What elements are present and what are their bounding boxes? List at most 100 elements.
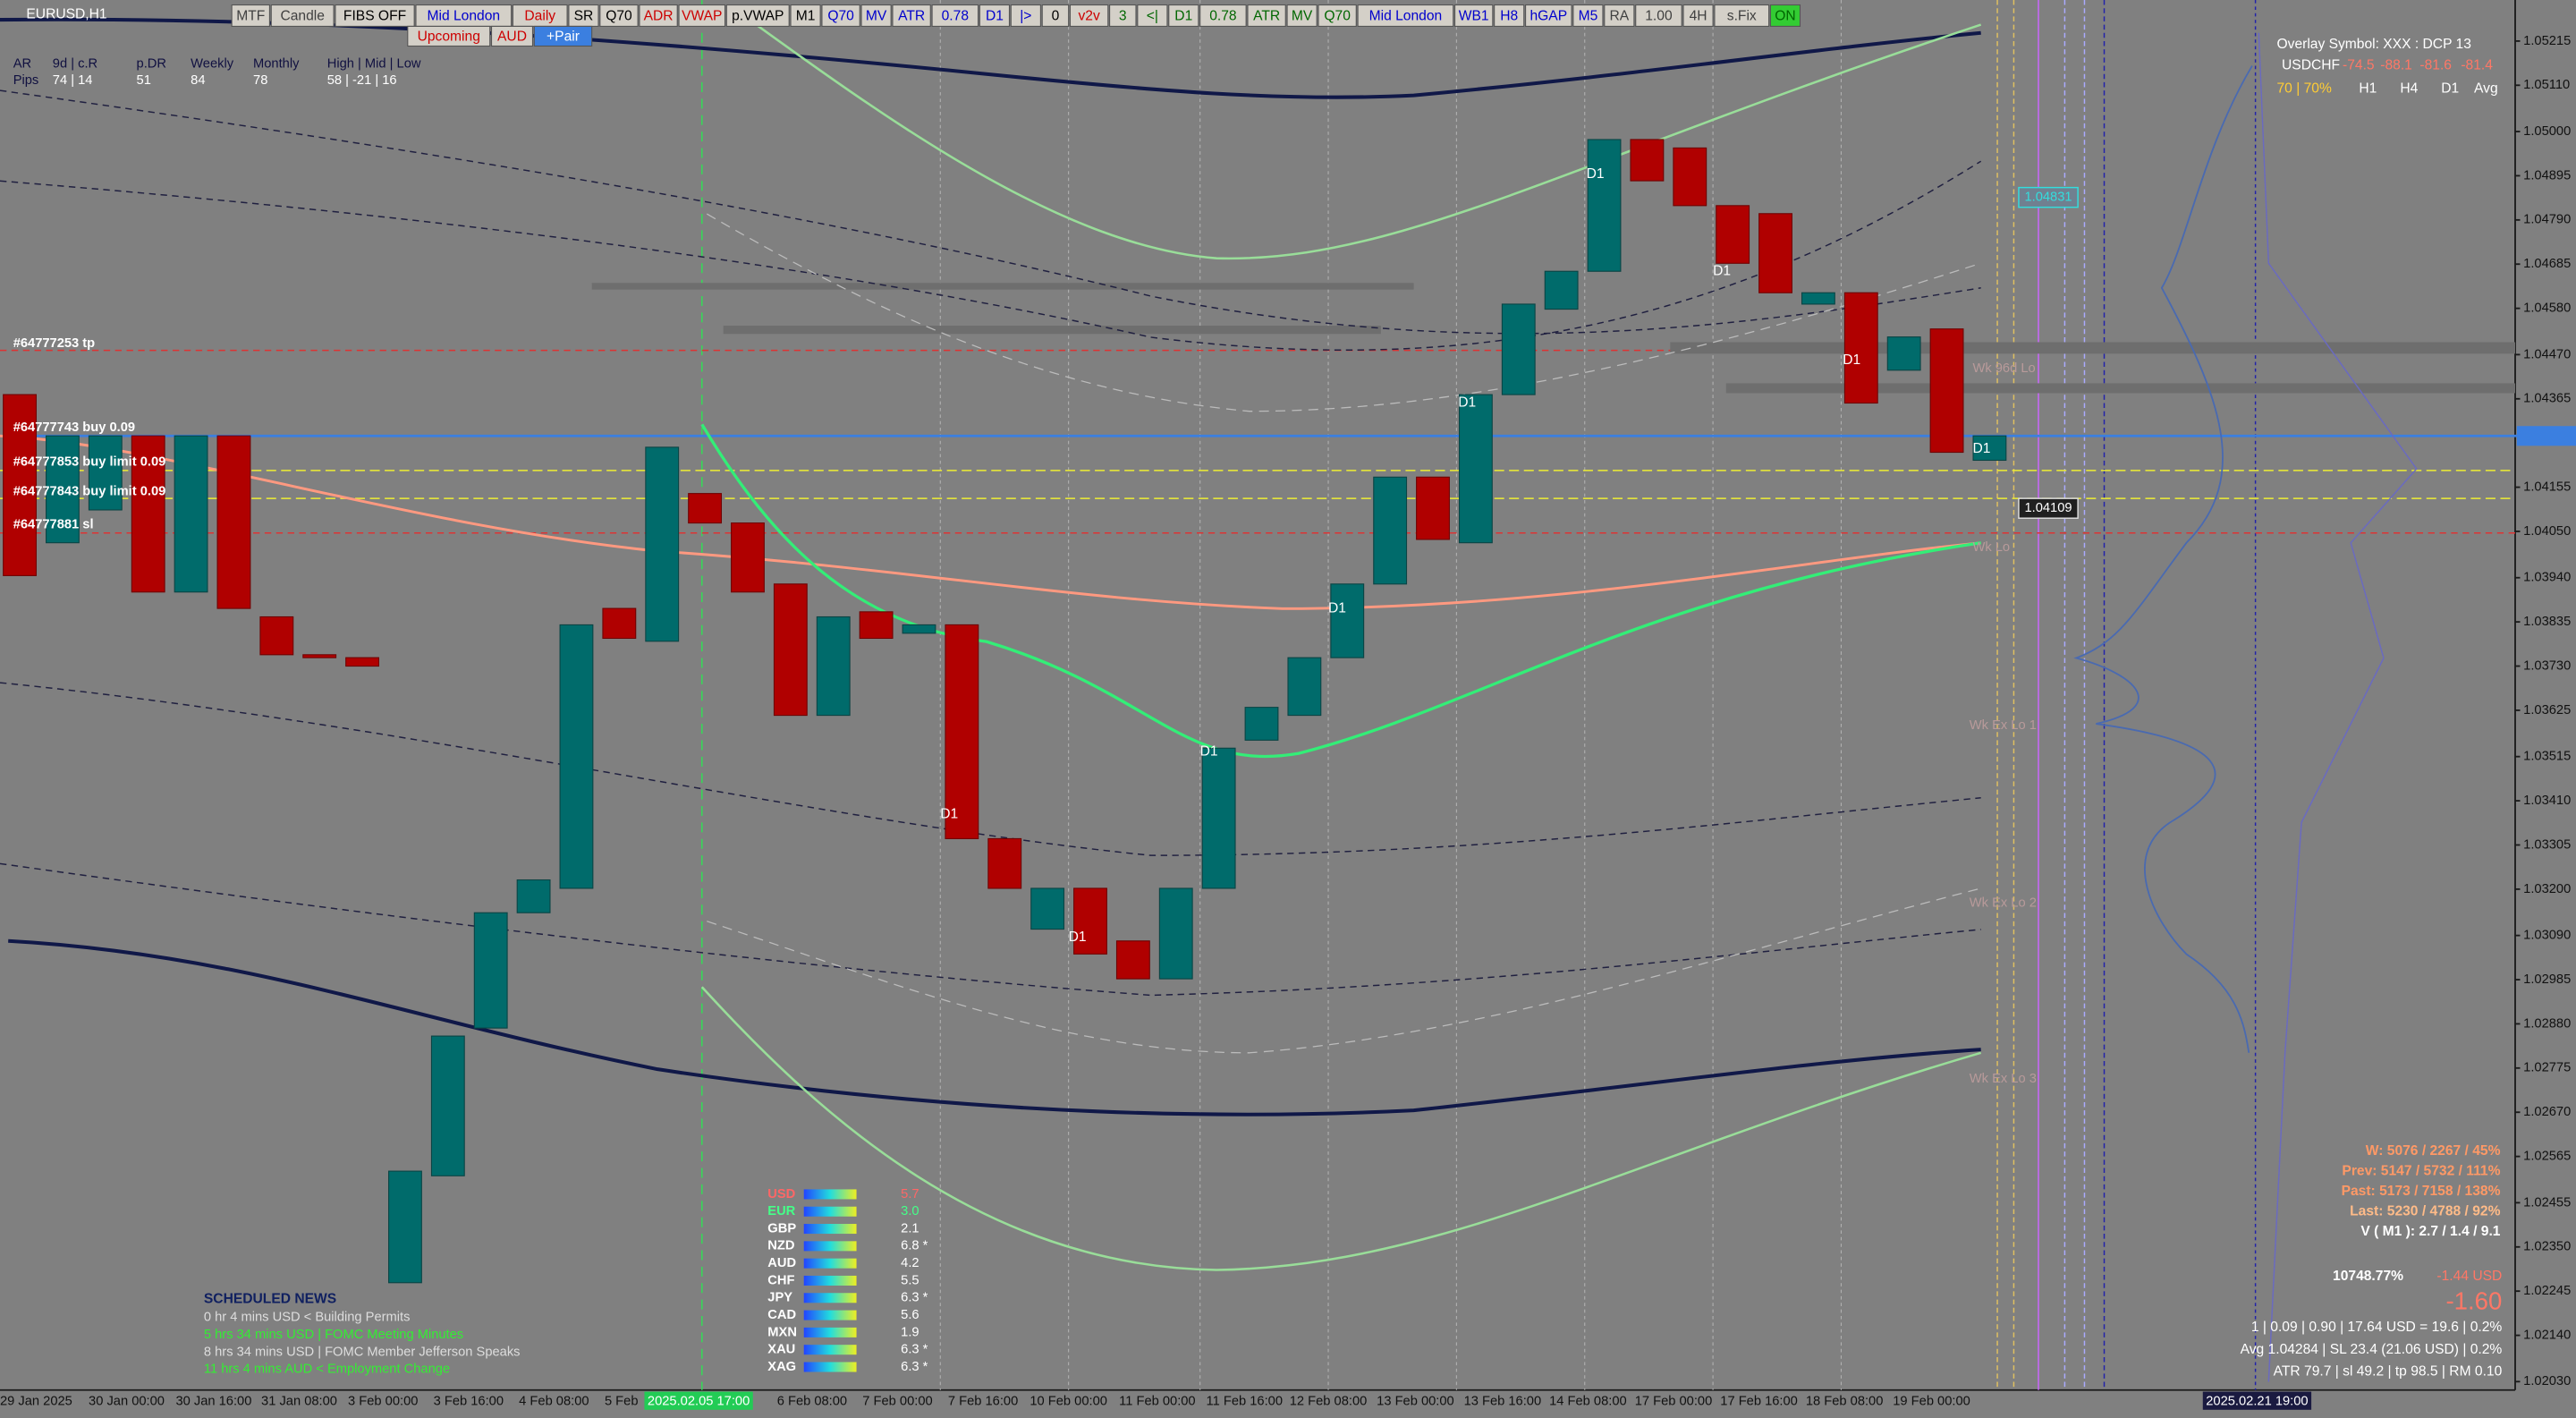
- toolbar-button[interactable]: [1635, 4, 1682, 27]
- toolbar-button[interactable]: [1682, 4, 1714, 27]
- toolbar-button[interactable]: [821, 4, 860, 27]
- toolbar-button-label[interactable]: Q70: [827, 9, 854, 24]
- toolbar-button[interactable]: [490, 25, 534, 47]
- toolbar-button[interactable]: [599, 4, 639, 27]
- toolbar-button-label[interactable]: 0: [1052, 9, 1060, 24]
- toolbar-button-label[interactable]: hGAP: [1530, 9, 1567, 24]
- strength-bar: [803, 1241, 857, 1252]
- toolbar-button-label[interactable]: Q70: [606, 9, 632, 24]
- end-cursor-tag: [2202, 1391, 2312, 1410]
- candle-body: [1115, 940, 1150, 980]
- toolbar-button[interactable]: [270, 4, 335, 27]
- toolbar-button-label[interactable]: ON: [1775, 9, 1795, 24]
- toolbar-button[interactable]: [533, 25, 593, 47]
- toolbar-button[interactable]: [231, 4, 270, 27]
- toolbar-button[interactable]: [1010, 4, 1041, 27]
- toolbar-button[interactable]: [1572, 4, 1604, 27]
- toolbar-button-label[interactable]: MV: [866, 9, 887, 24]
- toolbar-button-label[interactable]: M1: [796, 9, 816, 24]
- toolbar-button-label[interactable]: H8: [1500, 9, 1518, 24]
- toolbar-button[interactable]: [678, 4, 726, 27]
- price-label: 1.04790: [2523, 213, 2571, 227]
- range-stat: Last: 5230 / 4788 / 92%: [2350, 1204, 2500, 1219]
- toolbar-button-label[interactable]: RA: [1609, 9, 1629, 24]
- toolbar-button-label[interactable]: Daily: [524, 9, 555, 24]
- toolbar-button-label[interactable]: Candle: [280, 9, 324, 24]
- toolbar-button[interactable]: [1247, 4, 1286, 27]
- toolbar-button-label[interactable]: Mid London: [428, 9, 501, 24]
- toolbar-button-label[interactable]: ATR: [898, 9, 925, 24]
- toolbar-button[interactable]: [1109, 4, 1137, 27]
- overlay-timeframe: H1: [2359, 81, 2377, 96]
- overlay-ui: 1.05215 1.05110 1.05000 1.04895 1.04790 1.046…: [0, 4, 2571, 1410]
- toolbar-button-label[interactable]: D1: [986, 9, 1004, 24]
- toolbar-button[interactable]: [1137, 4, 1168, 27]
- level-box-label: 1.04831: [2024, 191, 2072, 205]
- toolbar-button-label[interactable]: MTF: [236, 9, 265, 24]
- toolbar-button-label[interactable]: 1.00: [1645, 9, 1673, 24]
- toolbar-button-label[interactable]: VWAP: [682, 9, 722, 24]
- toolbar-button[interactable]: [931, 4, 979, 27]
- toolbar-button[interactable]: [1199, 4, 1247, 27]
- candle-body: [1544, 270, 1579, 310]
- toolbar-button-label[interactable]: M5: [1579, 9, 1598, 24]
- stats-value: 84: [191, 73, 205, 88]
- toolbar-button[interactable]: [639, 4, 678, 27]
- price-label: 1.04580: [2523, 301, 2571, 316]
- price-label: 1.02455: [2523, 1195, 2571, 1210]
- toolbar-button-label[interactable]: |>: [1020, 9, 1031, 24]
- toolbar-button[interactable]: [1286, 4, 1318, 27]
- toolbar-button[interactable]: [1714, 4, 1770, 27]
- toolbar-button-label[interactable]: ATR: [1253, 9, 1280, 24]
- toolbar-button-label[interactable]: MV: [1292, 9, 1313, 24]
- toolbar-button-label[interactable]: 0.78: [1209, 9, 1236, 24]
- price-label: 1.02030: [2523, 1374, 2571, 1388]
- level-box-label: 1.04109: [2024, 501, 2072, 515]
- toolbar-button-label[interactable]: D1: [1174, 9, 1192, 24]
- toolbar-button[interactable]: [1069, 4, 1109, 27]
- strength-currency: USD: [767, 1187, 795, 1201]
- candle-body: [1030, 887, 1065, 930]
- toolbar-button[interactable]: [725, 4, 790, 27]
- toolbar-button[interactable]: [1769, 4, 1801, 27]
- toolbar-button-label[interactable]: <|: [1147, 9, 1158, 24]
- strength-currency: AUD: [767, 1256, 796, 1270]
- toolbar-button[interactable]: [1168, 4, 1199, 27]
- toolbar-button-label[interactable]: Q70: [1324, 9, 1351, 24]
- strength-bar: [803, 1224, 857, 1235]
- toolbar-button[interactable]: [1525, 4, 1572, 27]
- toolbar-button-label[interactable]: p.VWAP: [732, 9, 784, 24]
- toolbar-button[interactable]: [1494, 4, 1525, 27]
- toolbar-button-label[interactable]: SR: [574, 9, 594, 24]
- toolbar-button[interactable]: [1318, 4, 1357, 27]
- stats-value: 74 | 14: [53, 73, 93, 88]
- toolbar-button[interactable]: [1357, 4, 1454, 27]
- toolbar-button[interactable]: [892, 4, 931, 27]
- toolbar-button[interactable]: [860, 4, 892, 27]
- toolbar-button-label[interactable]: AUD: [497, 29, 527, 44]
- toolbar-button-label[interactable]: 0.78: [942, 9, 969, 24]
- toolbar-button-label[interactable]: Mid London: [1369, 9, 1443, 24]
- strength-value: 2.1: [901, 1221, 919, 1235]
- price-label: 1.05000: [2523, 124, 2571, 139]
- toolbar-button-label[interactable]: Upcoming: [418, 29, 480, 44]
- candle-body: [602, 607, 637, 640]
- toolbar-button[interactable]: [790, 4, 821, 27]
- toolbar-button[interactable]: [407, 25, 491, 47]
- toolbar-button-label[interactable]: s.Fix: [1727, 9, 1757, 24]
- toolbar-button[interactable]: [335, 4, 415, 27]
- toolbar-button-label[interactable]: v2v: [1078, 9, 1099, 24]
- toolbar-button-label[interactable]: 4H: [1690, 9, 1707, 24]
- toolbar-button-label[interactable]: 3: [1119, 9, 1127, 24]
- toolbar-button[interactable]: [979, 4, 1011, 27]
- candle-body: [773, 583, 808, 717]
- toolbar-button[interactable]: [1453, 4, 1494, 27]
- strength-currency: GBP: [767, 1221, 796, 1235]
- toolbar-button-label[interactable]: +Pair: [547, 29, 580, 44]
- toolbar-button-label[interactable]: ADR: [644, 9, 674, 24]
- toolbar-button-label[interactable]: FIBS OFF: [343, 9, 406, 24]
- toolbar-button-label[interactable]: WB1: [1459, 9, 1489, 24]
- toolbar-button[interactable]: [1041, 4, 1070, 27]
- toolbar-button[interactable]: [1604, 4, 1635, 27]
- level-label: Wk Ex Lo 1: [1970, 718, 2037, 733]
